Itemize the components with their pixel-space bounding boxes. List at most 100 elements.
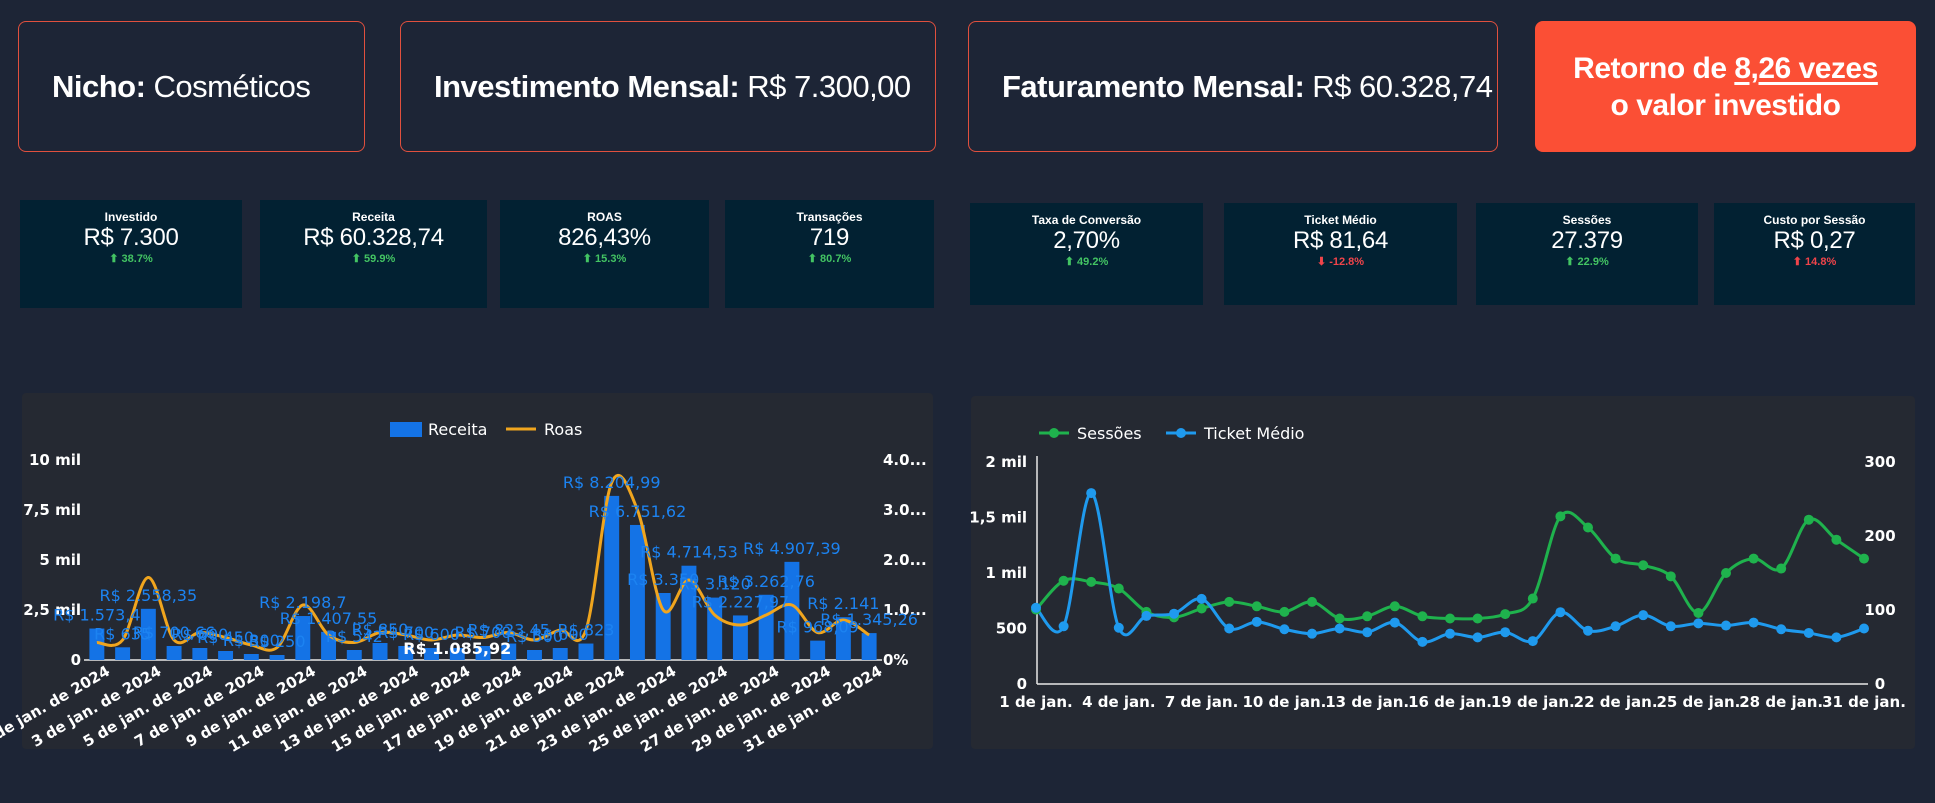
point-ticket-medio — [1555, 607, 1566, 618]
kpi-label: Ticket Médio — [1304, 213, 1377, 227]
data-label-receita: R$ 823 — [558, 621, 615, 640]
y-left-tick: 2,5 mil — [23, 601, 81, 619]
kpi-label: Investido — [104, 210, 158, 224]
kpi-value: R$ 7.300 — [83, 224, 179, 251]
bar-receita — [166, 646, 182, 660]
y-right-tick: 2.0... — [883, 551, 927, 569]
bar-receita — [475, 646, 491, 660]
monthly-investment-label: Investimento Mensal: — [434, 68, 740, 104]
bar-receita — [629, 524, 645, 660]
point-sessoes — [1721, 568, 1731, 578]
monthly-revenue-value: R$ 60.328,74 — [1312, 68, 1493, 104]
return-multiplier: 8,26 vezes — [1734, 51, 1878, 85]
kpi-roas: ROAS 826,43% ⬆ 15.3% — [500, 200, 709, 308]
x-tick-label: 25 de jan. — [1656, 693, 1740, 711]
bar-receita — [707, 597, 723, 660]
point-ticket-medio — [1527, 636, 1538, 647]
monthly-revenue-card: Faturamento Mensal: R$ 60.328,74 — [968, 21, 1498, 152]
bar-receita — [501, 643, 517, 660]
point-sessoes — [1748, 553, 1759, 564]
kpi-delta: ⬆ 38.7% — [109, 253, 153, 265]
point-sessoes — [1362, 611, 1373, 622]
data-label-receita: R$ 700,66 — [133, 623, 215, 642]
point-ticket-medio — [1693, 618, 1704, 629]
kpi-transacoes: Transações 719 ⬆ 80.7% — [725, 200, 934, 308]
bar-receita — [681, 565, 697, 660]
kpi-label: Custo por Sessão — [1763, 213, 1866, 227]
kpi-label: Sessões — [1562, 213, 1612, 227]
point-sessoes — [1279, 606, 1290, 617]
niche-card: Nicho: Cosméticos — [18, 21, 365, 152]
data-label-receita: R$ 2.141 — [807, 594, 879, 613]
point-ticket-medio — [1610, 621, 1621, 632]
point-sessoes — [1638, 560, 1649, 571]
data-label-receita: R$ 4.714,53 — [640, 543, 738, 562]
bar-receita — [424, 648, 439, 660]
bar-receita — [449, 648, 465, 660]
legend-ticket-marker — [1176, 428, 1186, 438]
y-right-tick: 3.0... — [883, 501, 927, 519]
kpi-label: ROAS — [587, 210, 622, 224]
point-ticket-medio — [1169, 608, 1179, 619]
kpi-delta: ⬆ 49.2% — [1064, 256, 1109, 268]
bar-receita — [655, 593, 671, 660]
point-ticket-medio — [1776, 624, 1787, 635]
point-ticket-medio — [1638, 610, 1649, 621]
y-right-tick: 300 — [1864, 453, 1895, 471]
point-ticket-medio — [1251, 616, 1262, 627]
data-label-receita: R$ 1.573,4 — [53, 606, 140, 625]
bar-receita — [243, 654, 259, 660]
monthly-investment-card: Investimento Mensal: R$ 7.300,00 — [400, 21, 936, 152]
niche-label: Nicho: — [52, 68, 146, 104]
kpi-value: 719 — [809, 224, 850, 251]
point-ticket-medio — [1445, 628, 1455, 639]
legend-receita-swatch — [390, 422, 422, 437]
bar-receita — [140, 608, 156, 660]
bar-receita — [398, 646, 414, 660]
data-label-receita: R$ 2.227,97 — [692, 592, 790, 611]
kpi-value: 826,43% — [558, 224, 651, 251]
point-sessoes — [1445, 613, 1455, 624]
y-right-tick: 1.0... — [883, 601, 927, 619]
bar-receita — [269, 655, 285, 660]
point-ticket-medio — [1389, 617, 1400, 628]
point-ticket-medio — [1224, 623, 1235, 634]
point-sessoes — [1196, 603, 1207, 614]
kpi-value: R$ 60.328,74 — [303, 224, 444, 251]
point-sessoes — [1776, 563, 1787, 574]
point-sessoes — [1693, 607, 1704, 618]
y-right-tick: 4.0... — [883, 451, 927, 469]
point-ticket-medio — [1334, 623, 1345, 634]
data-label-receita: R$ 3.350 — [627, 570, 699, 589]
point-ticket-medio — [1665, 621, 1676, 632]
bar-receita — [835, 617, 851, 660]
data-label-receita: R$ 542 — [326, 627, 383, 646]
y-left-tick: 1,5 mil — [969, 509, 1027, 527]
data-label-receita: R$ 823,45 — [468, 621, 550, 640]
data-label-receita: R$ 700 — [455, 623, 512, 642]
bar-receita — [218, 651, 234, 660]
kpi-delta: ⬆ 15.3% — [582, 253, 627, 265]
sessions-ticket-chart-panel: Sessões Ticket Médio 0 500 1 mil 1,5 mil 2 mil… — [969, 396, 1915, 749]
point-ticket-medio — [1417, 636, 1428, 647]
point-ticket-medio — [1472, 632, 1483, 643]
point-sessoes — [1417, 611, 1428, 622]
data-label-receita: R$ 250 — [249, 632, 306, 651]
x-tick-label: 22 de jan. — [1574, 693, 1658, 711]
point-sessoes — [1251, 601, 1262, 612]
bar-receita — [527, 650, 542, 660]
point-sessoes — [1307, 596, 1317, 607]
point-sessoes — [1859, 553, 1869, 564]
kpi-delta: ⬆ 14.8% — [1792, 256, 1837, 268]
point-sessoes — [1224, 596, 1235, 607]
point-sessoes — [1665, 571, 1676, 582]
y-left-tick: 1 mil — [985, 564, 1027, 582]
point-ticket-medio — [1307, 628, 1317, 639]
point-ticket-medio — [1279, 624, 1290, 635]
data-label-receita: R$ 1.407,55 — [280, 609, 378, 628]
bar-receita — [861, 633, 877, 660]
point-ticket-medio — [1141, 610, 1152, 621]
point-ticket-medio — [1086, 488, 1097, 499]
point-ticket-medio — [1362, 627, 1373, 638]
point-ticket-medio — [1748, 617, 1759, 628]
